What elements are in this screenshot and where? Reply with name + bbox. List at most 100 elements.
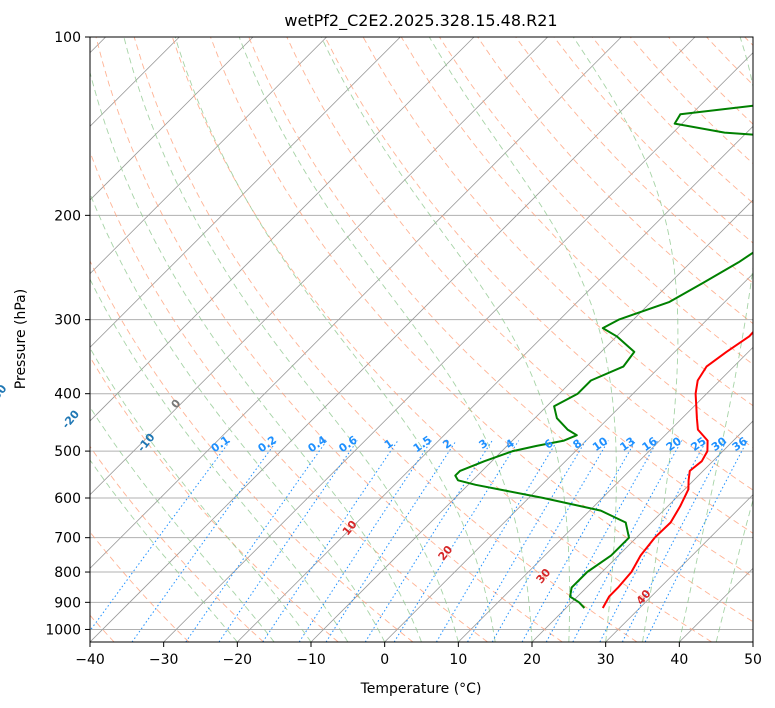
y-tick-label: 900 (54, 595, 81, 611)
x-tick-label: 50 (744, 652, 762, 668)
reference-line-labels: 0.10.20.40.611.52346810131620253036-100-… (0, 382, 750, 607)
mixing-ratio-line (298, 440, 432, 642)
dry-adiabat (668, 37, 753, 125)
isotherm-gridline (90, 37, 696, 642)
dry-adiabat (171, 37, 712, 642)
isotherm-gridline (90, 37, 622, 569)
dry-adiabat-label: 0 (169, 397, 184, 411)
isotherm-gridline (531, 420, 753, 642)
dry-adiabat (90, 445, 264, 642)
moist-adiabat (90, 459, 238, 642)
mixing-ratio-label: 2 (440, 437, 454, 452)
moist-adiabat (715, 498, 753, 642)
moist-adiabat (174, 37, 496, 642)
dry-adiabat (706, 37, 753, 86)
moist-adiabat (90, 192, 386, 642)
x-tick-label: 40 (670, 652, 688, 668)
mixing-ratio-line (545, 440, 659, 642)
reference-lines (90, 37, 753, 642)
mixing-ratio-line (572, 440, 683, 642)
x-axis: −40 −30 −20 −10 0 10 20 30 40 50 (75, 642, 762, 668)
dry-adiabat (210, 37, 753, 623)
y-tick-label: 1000 (45, 622, 81, 638)
mixing-ratio-label: 6 (542, 437, 556, 452)
x-tick-label: −10 (296, 652, 326, 668)
isotherm-gridline (605, 494, 753, 642)
moist-adiabat (238, 37, 533, 642)
y-tick-label: 100 (54, 30, 81, 46)
dry-adiabat (744, 37, 753, 47)
dry-adiabat-label: -30 (0, 382, 10, 406)
x-tick-label: 30 (597, 652, 615, 668)
mixing-ratio-line (621, 440, 728, 642)
dry-adiabat (248, 37, 753, 578)
isotherm-gridline (237, 125, 753, 642)
isotherm-gridline (90, 37, 254, 201)
x-tick-label: 10 (449, 652, 467, 668)
y-tick-label: 800 (54, 565, 81, 581)
x-tick-label: −30 (149, 652, 179, 668)
dry-adiabat-label: -20 (59, 407, 82, 431)
isotherm-gridline (310, 199, 753, 642)
mixing-ratio-line (185, 440, 328, 642)
dry-adiabat (90, 150, 488, 642)
mixing-ratio-label: 0.1 (209, 433, 232, 455)
y-tick-label: 600 (54, 491, 81, 507)
mixing-ratio-line (491, 440, 609, 642)
temperature-line (601, 330, 753, 609)
dewpoint-line (454, 104, 753, 609)
isotherm-gridline (163, 52, 753, 642)
isotherm-gridline (90, 37, 475, 422)
mixing-ratio-line (644, 440, 748, 642)
dry-adiabat (90, 356, 339, 642)
mixing-ratio-line (364, 440, 493, 642)
mixing-ratio-line (435, 440, 558, 642)
moist-adiabat (320, 37, 571, 642)
mixing-ratio-line (90, 440, 231, 632)
y-axis: 100 200 300 400 500 600 700 800 900 1000 (45, 30, 90, 638)
mixing-ratio-line (467, 440, 587, 642)
dry-adiabat (553, 37, 753, 244)
x-tick-label: 0 (380, 652, 389, 668)
mixing-ratio-line (262, 440, 399, 642)
isotherm-gridline (90, 37, 401, 348)
dry-adiabat (286, 37, 753, 534)
moist-adiabat (428, 37, 617, 642)
moist-adiabat (90, 278, 349, 642)
mixing-ratio-line (131, 440, 278, 642)
isotherm-gridline (384, 273, 753, 642)
mixing-ratio-line (325, 440, 457, 642)
y-tick-label: 200 (54, 208, 81, 224)
y-tick-label: 300 (54, 313, 81, 329)
data-series (454, 104, 753, 609)
mixing-ratio-line (218, 440, 358, 642)
mixing-ratio-label: 0.6 (336, 433, 360, 455)
x-axis-title: Temperature (°C) (360, 681, 482, 697)
dry-adiabat (515, 37, 753, 284)
x-tick-label: 20 (523, 652, 541, 668)
mixing-ratio-line (521, 440, 637, 642)
isotherm-gridline (90, 37, 548, 496)
moist-adiabat (678, 37, 753, 642)
isotherm-gridline (90, 37, 327, 275)
moist-adiabat (90, 347, 312, 642)
y-tick-label: 400 (54, 387, 81, 403)
dry-adiabat (95, 37, 563, 642)
dry-adiabat (477, 37, 753, 325)
plot-frame (89, 36, 754, 643)
y-tick-label: 700 (54, 531, 81, 547)
grid-lines (90, 37, 753, 642)
moist-adiabat (90, 406, 275, 642)
y-tick-label: 500 (54, 444, 81, 460)
y-axis-title: Pressure (hPa) (13, 289, 29, 389)
x-tick-label: −20 (223, 652, 253, 668)
x-tick-label: −40 (75, 652, 105, 668)
isotherm-gridline (752, 641, 753, 642)
dry-adiabat (90, 259, 414, 642)
dry-adiabat (324, 37, 753, 491)
mixing-ratio-label: 4 (503, 437, 517, 452)
moist-adiabat (90, 70, 422, 642)
moist-adiabat (123, 37, 459, 642)
moist-adiabat (572, 37, 679, 642)
